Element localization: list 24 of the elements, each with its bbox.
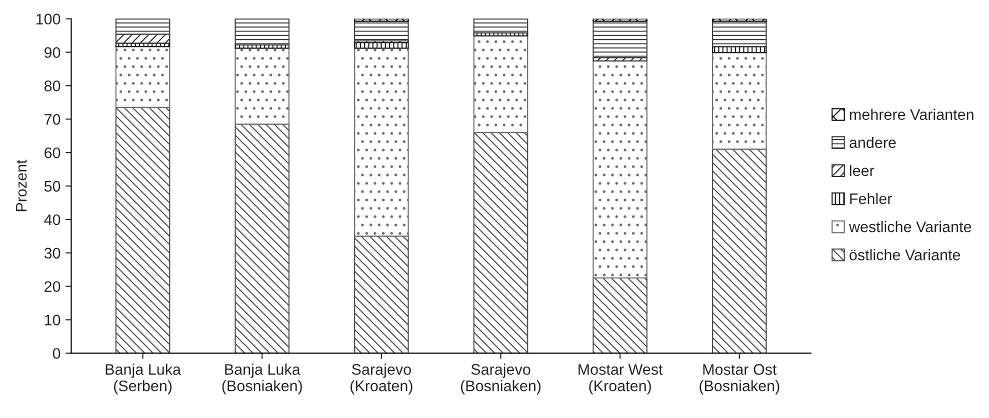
x-tick-label: Mostar West (Kroaten) [578, 364, 663, 394]
y-tick-label: 90 [44, 47, 60, 58]
y-tick-label: 30 [44, 248, 60, 259]
y-tick-label: 70 [44, 114, 60, 125]
x-tick-label: Sarajevo (Kroaten) [350, 364, 412, 394]
legend-label: Fehler [850, 192, 892, 204]
x-tick-label: Mostar Ost (Bosniaken) [700, 364, 780, 394]
y-tick-label: 50 [44, 180, 60, 192]
y-tick-label: 10 [44, 314, 60, 326]
y-tick-label: 100 [36, 14, 60, 24]
x-tick-label: Sarajevo (Bosniaken) [460, 364, 541, 394]
legend-label: westliche Variante [848, 221, 972, 232]
legend-label: andere [850, 136, 896, 148]
y-tick-label: 0 [52, 348, 60, 359]
x-tick-label: Banja Luka (Serben) [106, 364, 182, 394]
y-axis-title: Prozent [16, 160, 27, 212]
legend-label: leer [850, 164, 874, 176]
legend-label: mehrere Varianten [850, 108, 974, 120]
legend-label: östliche Variante [850, 249, 960, 260]
y-tick-label: 80 [44, 80, 60, 92]
y-tick-label: 60 [44, 147, 60, 158]
x-tick-label: Banja Luka (Bosniaken) [222, 364, 302, 394]
y-tick-label: 20 [44, 281, 60, 292]
y-tick-label: 40 [44, 214, 60, 226]
